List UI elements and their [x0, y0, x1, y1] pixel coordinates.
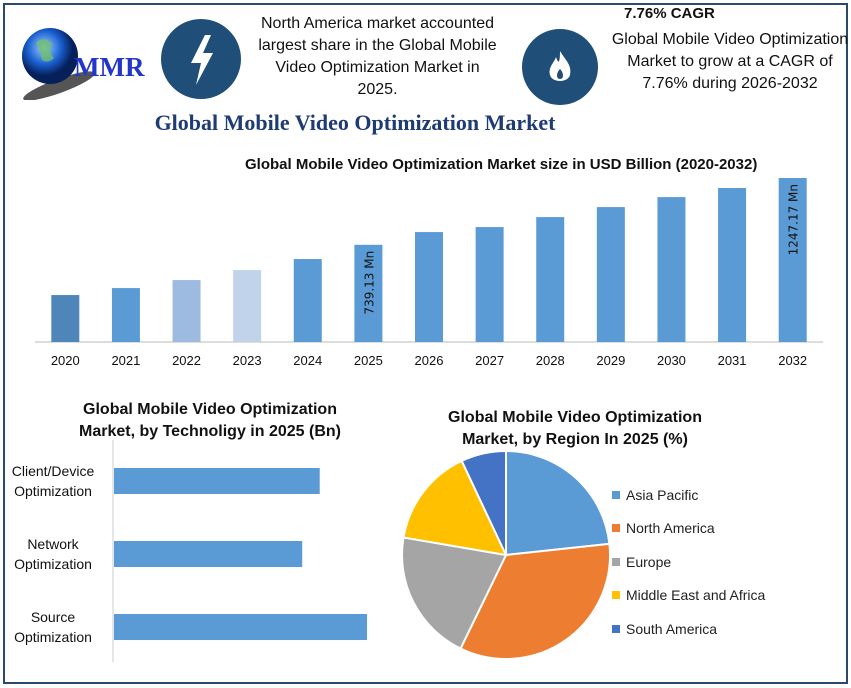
legend-label: Middle East and Africa [626, 587, 766, 604]
bar-2029 [596, 207, 625, 342]
data-label-2025: 739.13 Mn [362, 251, 376, 315]
north-america-note: North America market accounted largest s… [258, 15, 497, 98]
bar-network-optimization [114, 541, 303, 567]
legend-swatch [612, 624, 620, 633]
flame-circle [522, 29, 598, 105]
legend-label: Asia Pacific [626, 486, 699, 503]
legend-swatch [612, 490, 620, 499]
x-tick-2028: 2028 [535, 353, 565, 368]
region-pie-chart [401, 449, 611, 660]
technology-chart-title: Global Mobile Video Optimization Market,… [79, 401, 341, 440]
lightning-circle [161, 19, 241, 99]
legend-label: South America [626, 620, 718, 637]
pie-slice-europe [401, 536, 508, 650]
legend-item: Middle East and Africa [612, 579, 765, 613]
bar-2021 [111, 288, 140, 342]
pie-slice-middle-east-and-africa [402, 459, 508, 557]
bar-2026 [415, 232, 443, 342]
legend-swatch [612, 524, 620, 533]
bar-2030 [657, 197, 686, 342]
x-tick-2023: 2023 [232, 353, 262, 368]
legend-swatch [612, 591, 620, 600]
x-tick-2027: 2027 [475, 353, 505, 368]
bar-2025 [354, 244, 383, 342]
region-chart-title: Global Mobile Video Optimization Market,… [448, 409, 702, 448]
pie-slice-south-america [460, 449, 507, 556]
data-label-2032: 1247.17 Mn [787, 184, 801, 255]
x-tick-2030: 2030 [656, 353, 686, 368]
bar-2027 [475, 227, 504, 342]
globe-icon: MMR [22, 28, 145, 101]
x-tick-2024: 2024 [293, 353, 323, 368]
y-label: Network Optimization [14, 536, 92, 572]
bar-chart-title: Global Mobile Video Optimization Market … [245, 156, 758, 173]
x-tick-2031: 2031 [717, 353, 747, 368]
pie-slice-asia-pacific [505, 449, 611, 557]
legend-label: North America [626, 520, 715, 537]
bar-2020 [51, 295, 80, 342]
market-size-bar-chart: 739.13 Mn 1247.17 Mn [35, 178, 823, 343]
svg-text:MMR: MMR [74, 52, 145, 82]
legend-item: North America [612, 512, 765, 546]
main-title: Global Mobile Video Optimization Market [154, 110, 556, 135]
bar-2022 [172, 280, 201, 342]
x-tick-2026: 2026 [414, 353, 444, 368]
legend-label: Europe [626, 553, 672, 570]
bar-client-device-optimization [114, 468, 320, 494]
x-tick-2021: 2021 [111, 353, 141, 368]
cagr-note: Global Mobile Video Optimization Market … [611, 31, 849, 92]
bar-2028 [536, 217, 565, 342]
x-tick-2032: 2032 [778, 353, 808, 368]
x-tick-2020: 2020 [50, 353, 80, 368]
bar-2031 [718, 188, 747, 342]
technology-bar-chart [112, 440, 367, 662]
bar-source-optimization [114, 614, 367, 640]
y-label: Client/Device Optimization [11, 463, 95, 499]
legend-item: Asia Pacific [612, 478, 765, 512]
bar-2032 [778, 178, 807, 342]
x-tick-2029: 2029 [596, 353, 626, 368]
legend-item: South America [612, 612, 765, 646]
frame-border [3, 3, 848, 684]
lightning-bolt-icon [191, 35, 213, 85]
x-tick-2022: 2022 [172, 353, 201, 368]
mmr-logo: MMR [14, 20, 159, 101]
bar-2024 [293, 259, 322, 342]
y-label: Source Optimization [14, 609, 92, 645]
bar-2023 [233, 270, 262, 342]
x-tick-2025: 2025 [353, 353, 383, 368]
cagr-title: 7.76% CAGR [624, 5, 715, 22]
legend-item: Europe [612, 545, 765, 579]
legend-swatch [612, 557, 620, 566]
flame-icon [549, 51, 571, 81]
pie-legend: Asia Pacific North America Europe Middle Ea… [612, 478, 765, 646]
